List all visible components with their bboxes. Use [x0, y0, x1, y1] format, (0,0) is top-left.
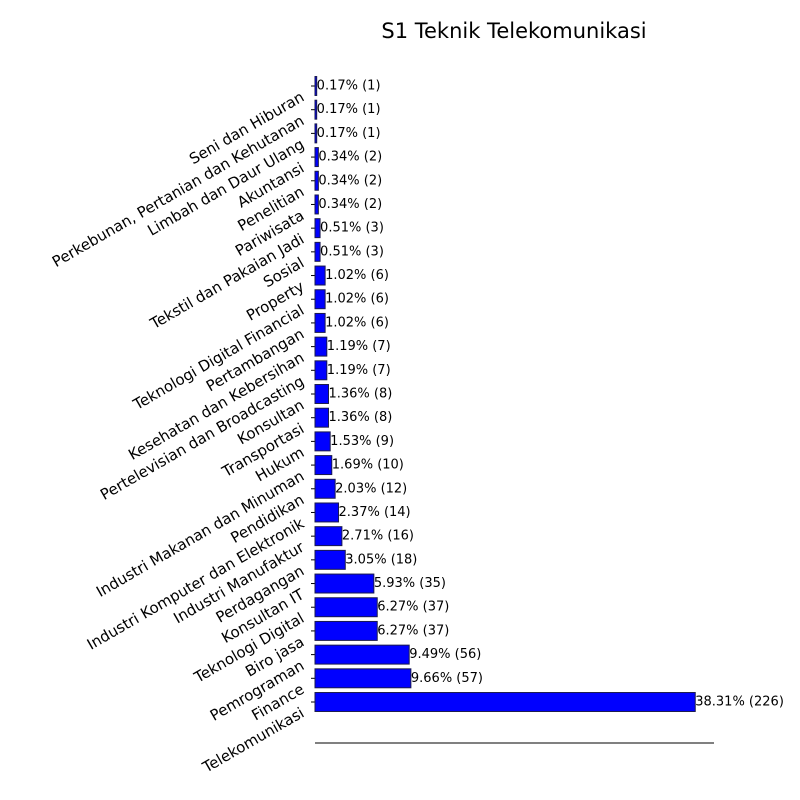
value-label: 1.02% (6) — [325, 268, 389, 283]
bar — [314, 502, 340, 523]
bar — [314, 384, 329, 404]
value-label: 38.31% (226) — [695, 695, 784, 710]
bar — [314, 620, 378, 641]
value-label: 0.17% (1) — [317, 79, 381, 94]
value-label: 2.03% (12) — [335, 481, 407, 496]
bar — [314, 407, 329, 428]
bar — [314, 431, 331, 452]
bar — [314, 99, 318, 120]
bar — [314, 170, 319, 191]
value-label: 9.49% (56) — [409, 647, 481, 662]
bar — [314, 312, 326, 333]
bar — [314, 194, 319, 215]
value-label: 0.34% (2) — [318, 150, 382, 165]
value-label: 0.51% (3) — [320, 244, 384, 259]
value-label: 1.02% (6) — [325, 315, 389, 330]
bar — [314, 549, 346, 570]
bar — [314, 360, 328, 381]
value-label: 2.37% (14) — [339, 505, 411, 520]
bar — [314, 597, 378, 618]
bar — [314, 573, 375, 594]
value-label: 1.19% (7) — [327, 363, 391, 378]
value-label: 0.17% (1) — [317, 126, 381, 141]
bar — [314, 455, 333, 476]
value-label: 9.66% (57) — [411, 671, 483, 686]
bar — [314, 526, 343, 547]
value-label: 1.69% (10) — [332, 458, 404, 473]
bar — [314, 336, 328, 357]
value-label: 0.34% (2) — [318, 173, 382, 188]
value-label: 3.05% (18) — [345, 552, 417, 567]
bar — [314, 668, 412, 689]
bar — [314, 478, 336, 499]
value-label: 1.53% (9) — [330, 434, 394, 449]
value-label: 0.51% (3) — [320, 221, 384, 236]
value-label: 0.17% (1) — [317, 102, 381, 117]
bar — [314, 147, 319, 168]
value-label: 1.19% (7) — [327, 339, 391, 354]
value-label: 1.36% (8) — [328, 410, 392, 425]
value-label: 1.02% (6) — [325, 292, 389, 307]
value-label: 6.27% (37) — [377, 623, 449, 638]
bar — [314, 644, 410, 665]
chart-title: S1 Teknik Telekomunikasi — [381, 19, 646, 43]
bar — [314, 76, 318, 96]
bar — [314, 289, 326, 310]
value-label: 5.93% (35) — [374, 576, 446, 591]
bar — [314, 241, 321, 262]
bar — [314, 123, 318, 144]
bar — [314, 692, 696, 712]
value-label: 0.34% (2) — [318, 197, 382, 212]
value-label: 2.71% (16) — [342, 529, 414, 544]
value-label: 1.36% (8) — [328, 387, 392, 402]
value-label: 6.27% (37) — [377, 600, 449, 615]
bar — [314, 218, 321, 239]
bar — [314, 265, 326, 286]
